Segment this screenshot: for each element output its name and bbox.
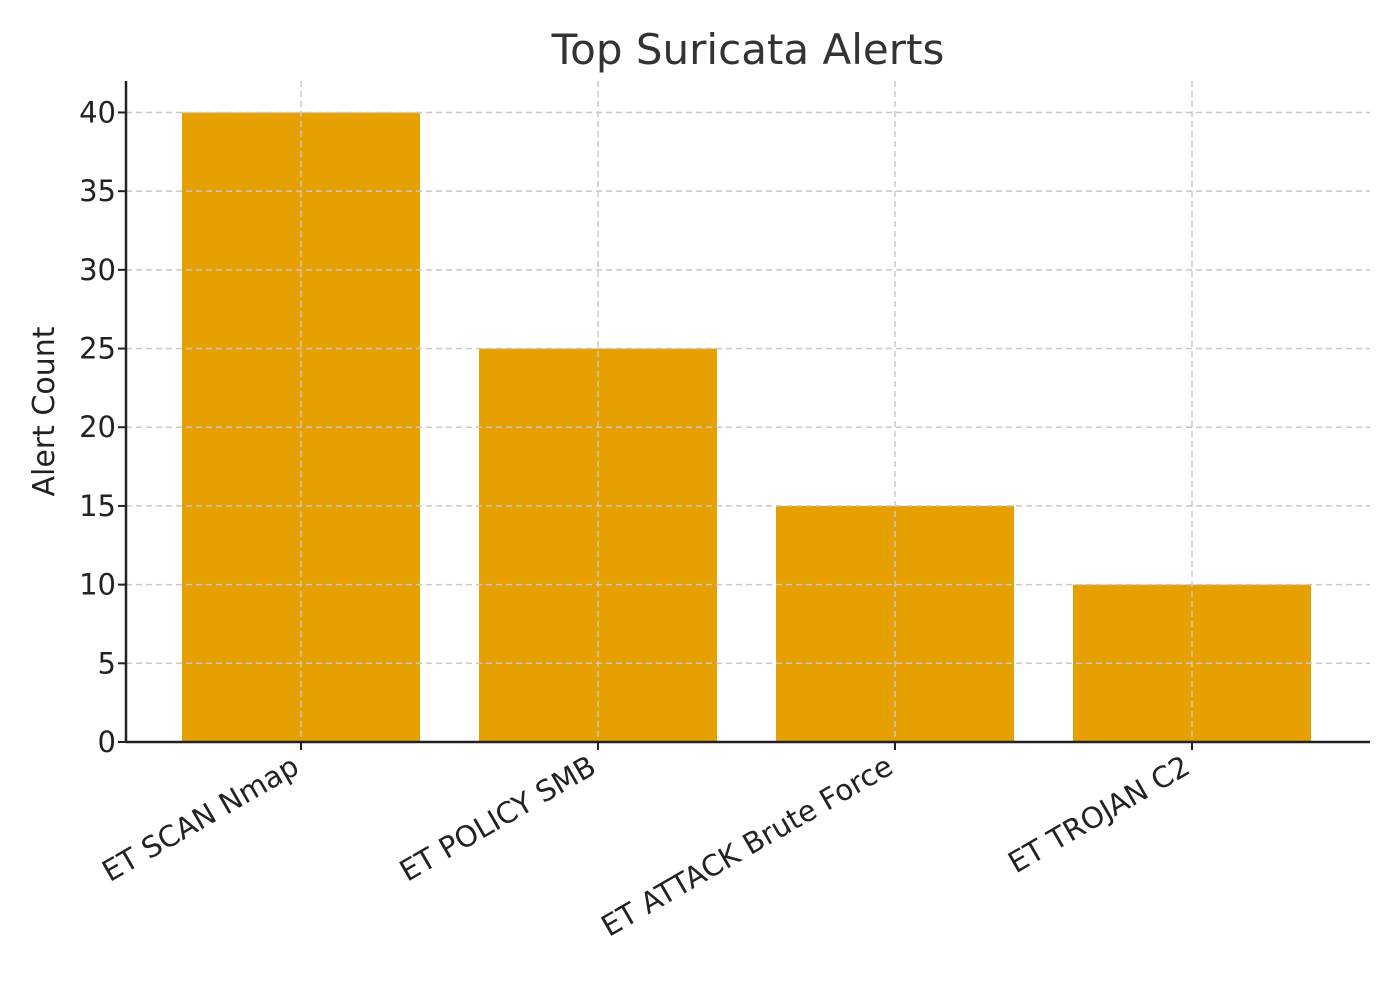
- y-tick-label: 25: [79, 332, 116, 366]
- y-tick-label: 30: [79, 253, 116, 287]
- y-tick-label: 40: [79, 95, 116, 129]
- y-tick-label: 15: [79, 489, 116, 523]
- y-tick-label: 10: [79, 568, 116, 602]
- y-tick-label: 0: [98, 725, 116, 759]
- x-tick-label: ET TROJAN C2: [1002, 749, 1195, 880]
- y-tick-label: 35: [79, 174, 116, 208]
- x-tick-label: ET ATTACK Brute Force: [595, 749, 898, 944]
- y-tick-label: 5: [98, 646, 116, 680]
- chart-title: Top Suricata Alerts: [551, 25, 945, 74]
- y-tick-label: 20: [79, 410, 116, 444]
- grid: [126, 81, 1370, 742]
- y-ticks: 0 5 10 15 20 25 30 35 40: [79, 95, 126, 759]
- x-tick-label: ET POLICY SMB: [394, 749, 602, 889]
- y-axis-label: Alert Count: [27, 326, 62, 496]
- x-tick-label: ET SCAN Nmap: [96, 749, 304, 889]
